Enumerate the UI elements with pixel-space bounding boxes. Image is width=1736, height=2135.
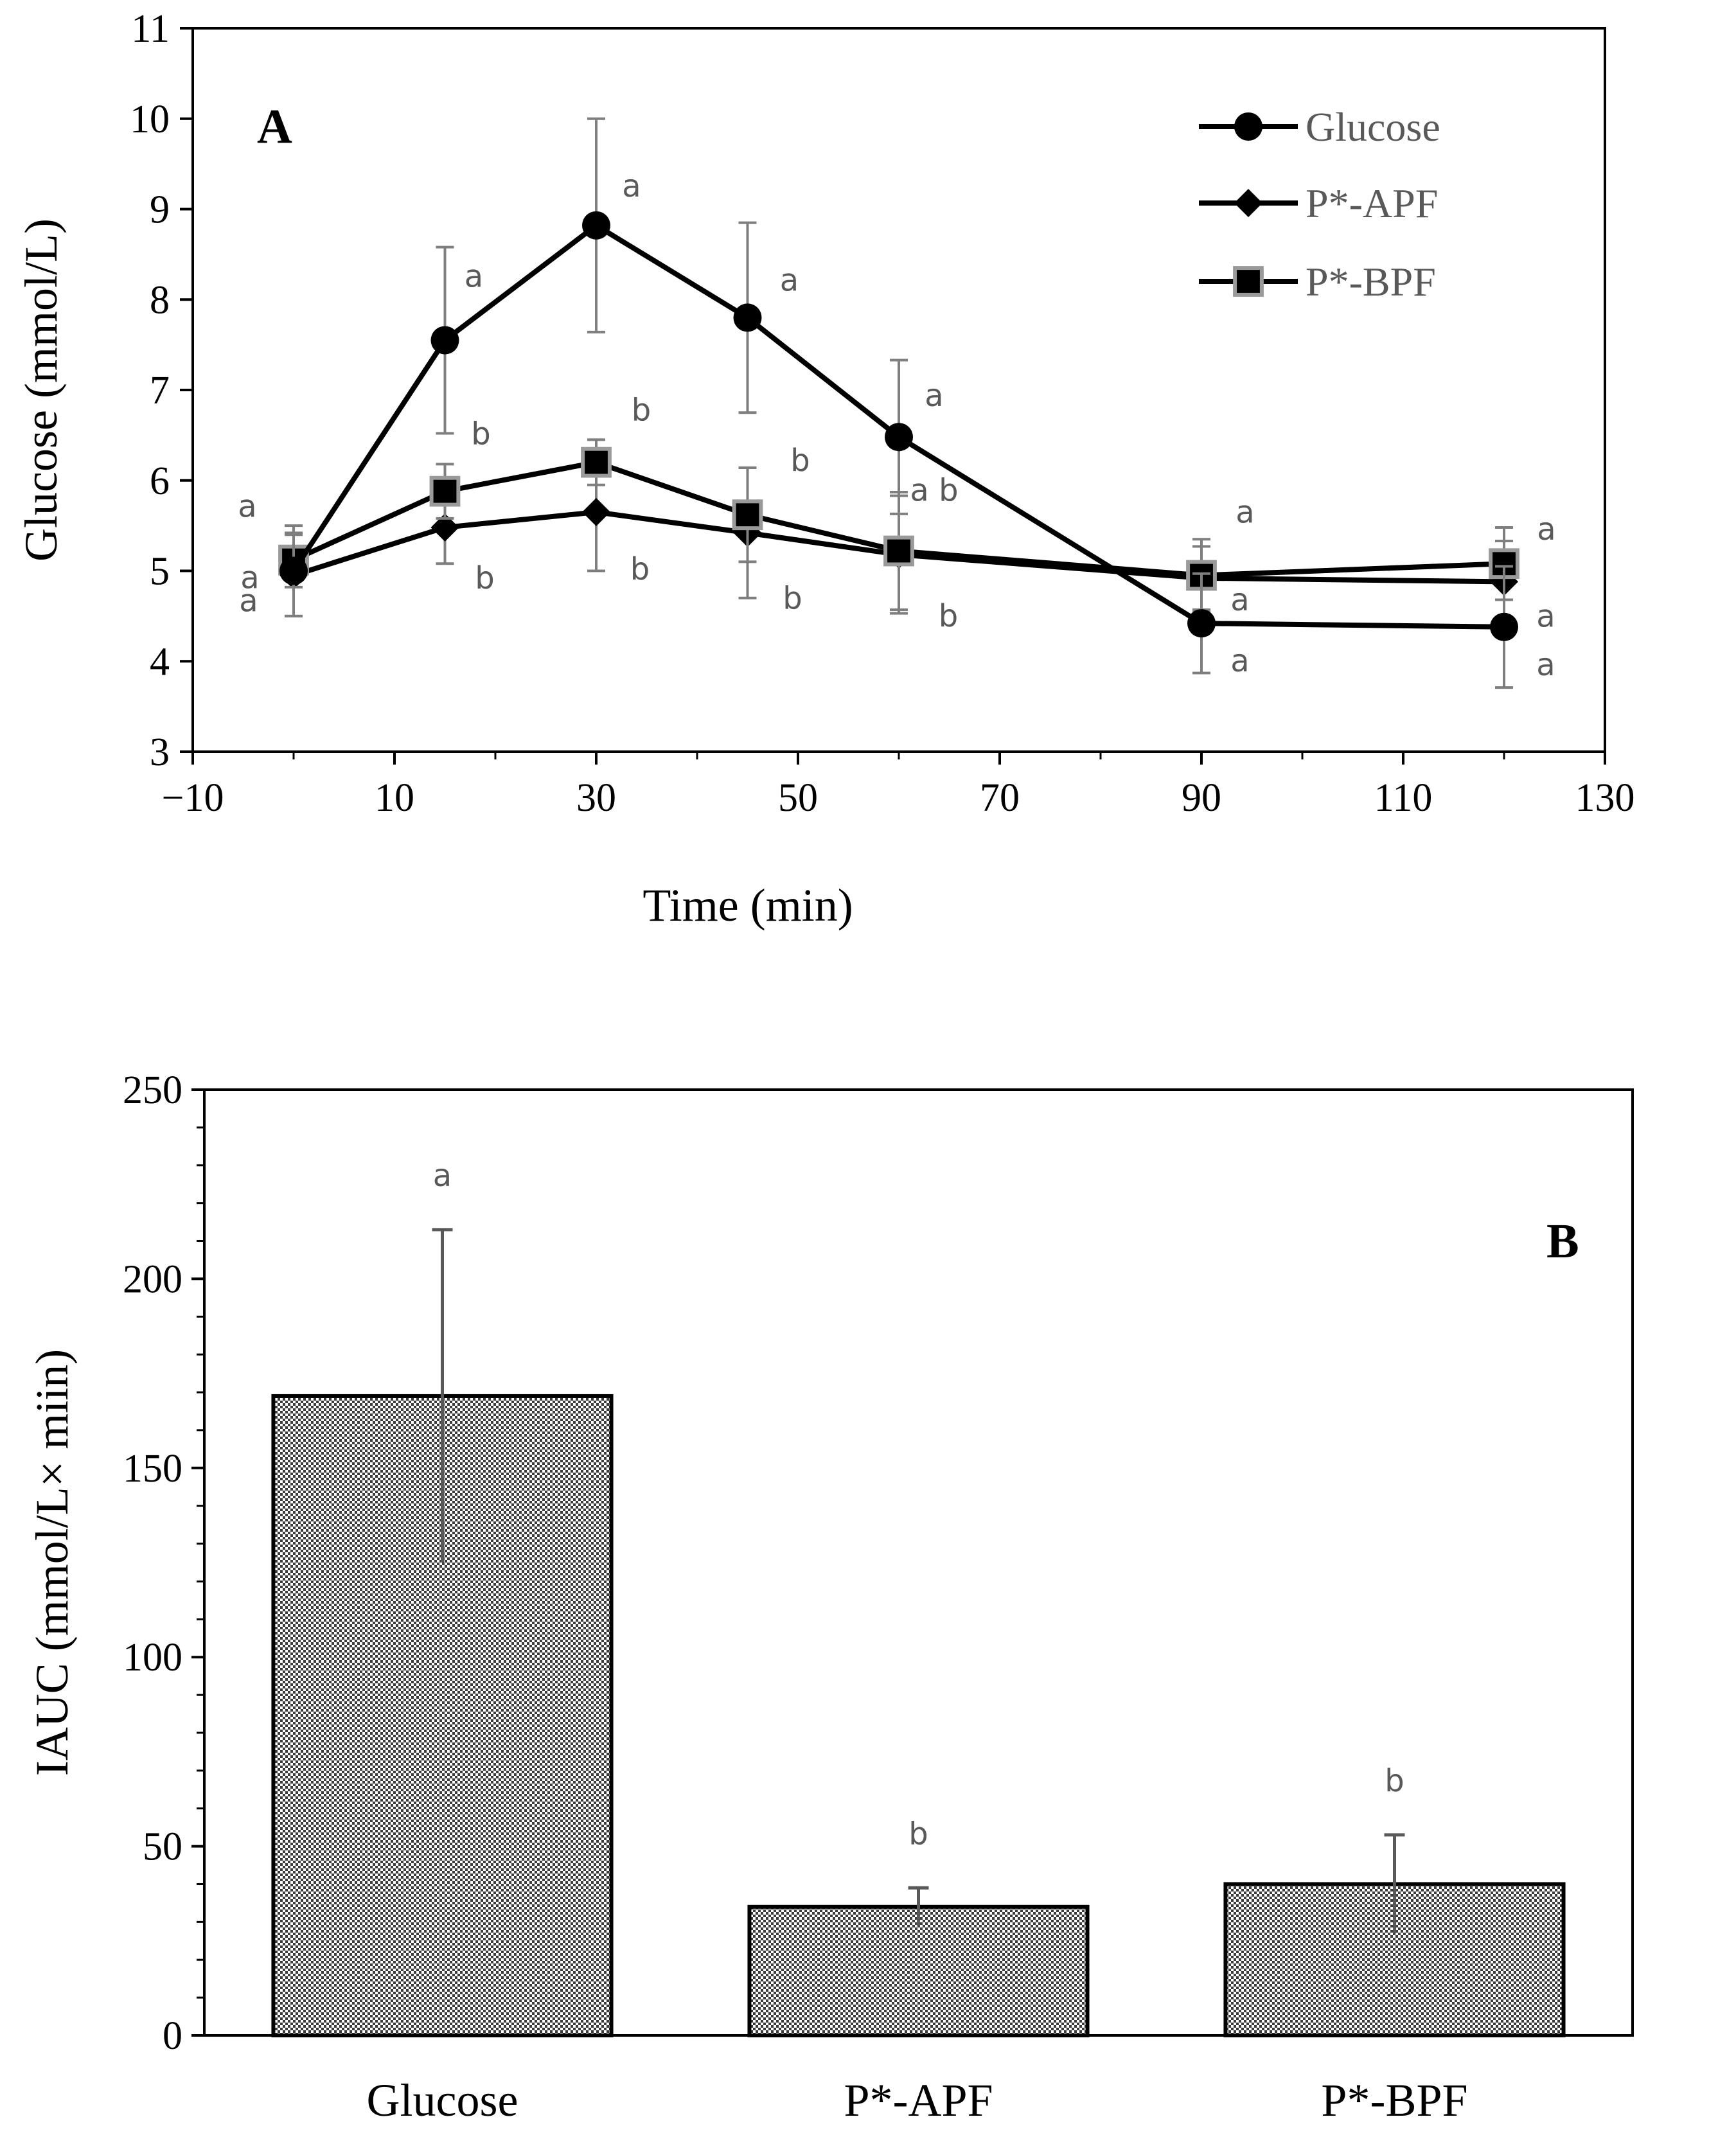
significance-label: b xyxy=(1385,1763,1404,1799)
bar-group: b xyxy=(747,1816,1090,2038)
significance-label: a b xyxy=(910,473,958,509)
x-tick-label: 90 xyxy=(1182,776,1221,820)
significance-label: a xyxy=(1230,643,1249,679)
y-axis-ticks: 3 4 5 6 7 8 9 10 11 xyxy=(130,7,193,774)
y-tick-label: 100 xyxy=(123,1636,182,1679)
panel-label: A xyxy=(257,100,292,154)
y-tick-label: 4 xyxy=(150,640,170,684)
significance-label: a xyxy=(1236,495,1254,531)
x-tick-label: 30 xyxy=(576,776,616,820)
marker-diamond xyxy=(430,513,459,542)
y-tick-label: 5 xyxy=(150,550,170,594)
y-tick-label: 0 xyxy=(163,2014,182,2058)
legend-label: P*-BPF xyxy=(1306,259,1436,305)
y-tick-label: 9 xyxy=(150,188,170,232)
significance-label: a xyxy=(1536,598,1555,634)
marker-circle xyxy=(733,303,762,332)
marker-circle xyxy=(1187,609,1216,638)
panel-a-line-chart: A 3 4 5 6 7 8 9 10 11 −10 10 30 50 70 90 110 130 Glucos… xyxy=(15,7,1635,931)
legend-item: P*-APF xyxy=(1199,181,1438,226)
significance-label: a xyxy=(925,378,943,414)
marker-square xyxy=(883,535,914,567)
significance-label: a xyxy=(780,262,799,298)
marker-square xyxy=(732,499,763,531)
significance-label: a xyxy=(622,168,641,204)
y-axis-title: Glucose (mmol/L) xyxy=(15,218,67,562)
marker-diamond xyxy=(582,498,610,527)
legend: Glucose P*-APF P*-BPF xyxy=(1199,104,1440,305)
y-axis-title: IAUC (mmol/L× miin) xyxy=(26,1349,78,1776)
marker-circle xyxy=(279,556,308,585)
x-axis-ticks: −10 10 30 50 70 90 110 130 xyxy=(162,752,1635,820)
series-glucose xyxy=(279,117,1518,689)
x-tick-label: 110 xyxy=(1374,776,1433,820)
significance-label: a xyxy=(433,1158,452,1194)
legend-item: Glucose xyxy=(1199,104,1440,150)
bar-group: b xyxy=(1223,1763,1566,2037)
legend-label: Glucose xyxy=(1306,104,1440,150)
significance-label: a xyxy=(1537,511,1555,547)
panel-label: B xyxy=(1546,1214,1579,1268)
bar-group: a xyxy=(271,1158,614,2037)
category-label: Glucose xyxy=(367,2075,518,2126)
y-axis-ticks: 0 50 100 150 200 250 xyxy=(123,1068,204,2058)
x-tick-label: −10 xyxy=(162,776,224,820)
category-labels: Glucose P*-APF P*-BPF xyxy=(367,2075,1468,2126)
x-tick-label: 70 xyxy=(980,776,1020,820)
marker-circle xyxy=(430,326,459,355)
marker-circle xyxy=(1234,112,1262,141)
x-tick-label: 10 xyxy=(375,776,414,820)
category-label: P*-APF xyxy=(844,2075,993,2126)
series-layer xyxy=(278,117,1519,689)
panel-b-bar-chart: B 0 50 100 150 200 250 IAUC (mmol/L× miin) a b… xyxy=(26,1068,1634,2126)
y-tick-label: 3 xyxy=(150,731,170,774)
bars-layer: a b b xyxy=(271,1158,1566,2038)
y-tick-label: 11 xyxy=(131,7,170,51)
significance-label: b xyxy=(783,580,802,616)
x-axis-title: Time (min) xyxy=(642,880,853,931)
significance-label: b xyxy=(939,598,958,634)
legend-item: P*-BPF xyxy=(1199,259,1436,305)
legend-label: P*-APF xyxy=(1306,181,1438,226)
y-tick-label: 250 xyxy=(123,1068,182,1112)
y-tick-label: 200 xyxy=(123,1257,182,1301)
significance-label: b xyxy=(471,416,490,452)
y-tick-label: 7 xyxy=(150,369,170,412)
significance-label: b xyxy=(908,1816,928,1852)
marker-circle xyxy=(582,211,610,240)
significance-label: a xyxy=(1230,582,1249,618)
marker-square xyxy=(1233,266,1264,297)
significance-label: b xyxy=(475,560,494,596)
significance-label: b xyxy=(632,393,651,429)
significance-label: a xyxy=(238,489,256,525)
significance-label: a xyxy=(465,259,483,295)
significance-label: a xyxy=(1536,647,1555,683)
category-label: P*-BPF xyxy=(1321,2075,1467,2126)
y-tick-label: 150 xyxy=(123,1447,182,1491)
marker-square xyxy=(429,475,461,507)
marker-circle xyxy=(885,423,913,452)
marker-diamond xyxy=(1234,189,1262,217)
significance-label: a xyxy=(239,583,258,619)
x-tick-label: 130 xyxy=(1575,776,1635,820)
significance-label: b xyxy=(630,551,650,587)
significance-label: a xyxy=(240,560,259,596)
y-tick-label: 10 xyxy=(130,98,170,141)
y-tick-label: 6 xyxy=(150,459,170,503)
significance-label: b xyxy=(790,443,810,479)
y-tick-label: 50 xyxy=(143,1825,182,1869)
bar xyxy=(747,1904,1090,2038)
marker-square xyxy=(581,447,612,478)
y-tick-label: 8 xyxy=(150,278,170,322)
x-tick-label: 50 xyxy=(778,776,818,820)
marker-circle xyxy=(1490,612,1518,641)
